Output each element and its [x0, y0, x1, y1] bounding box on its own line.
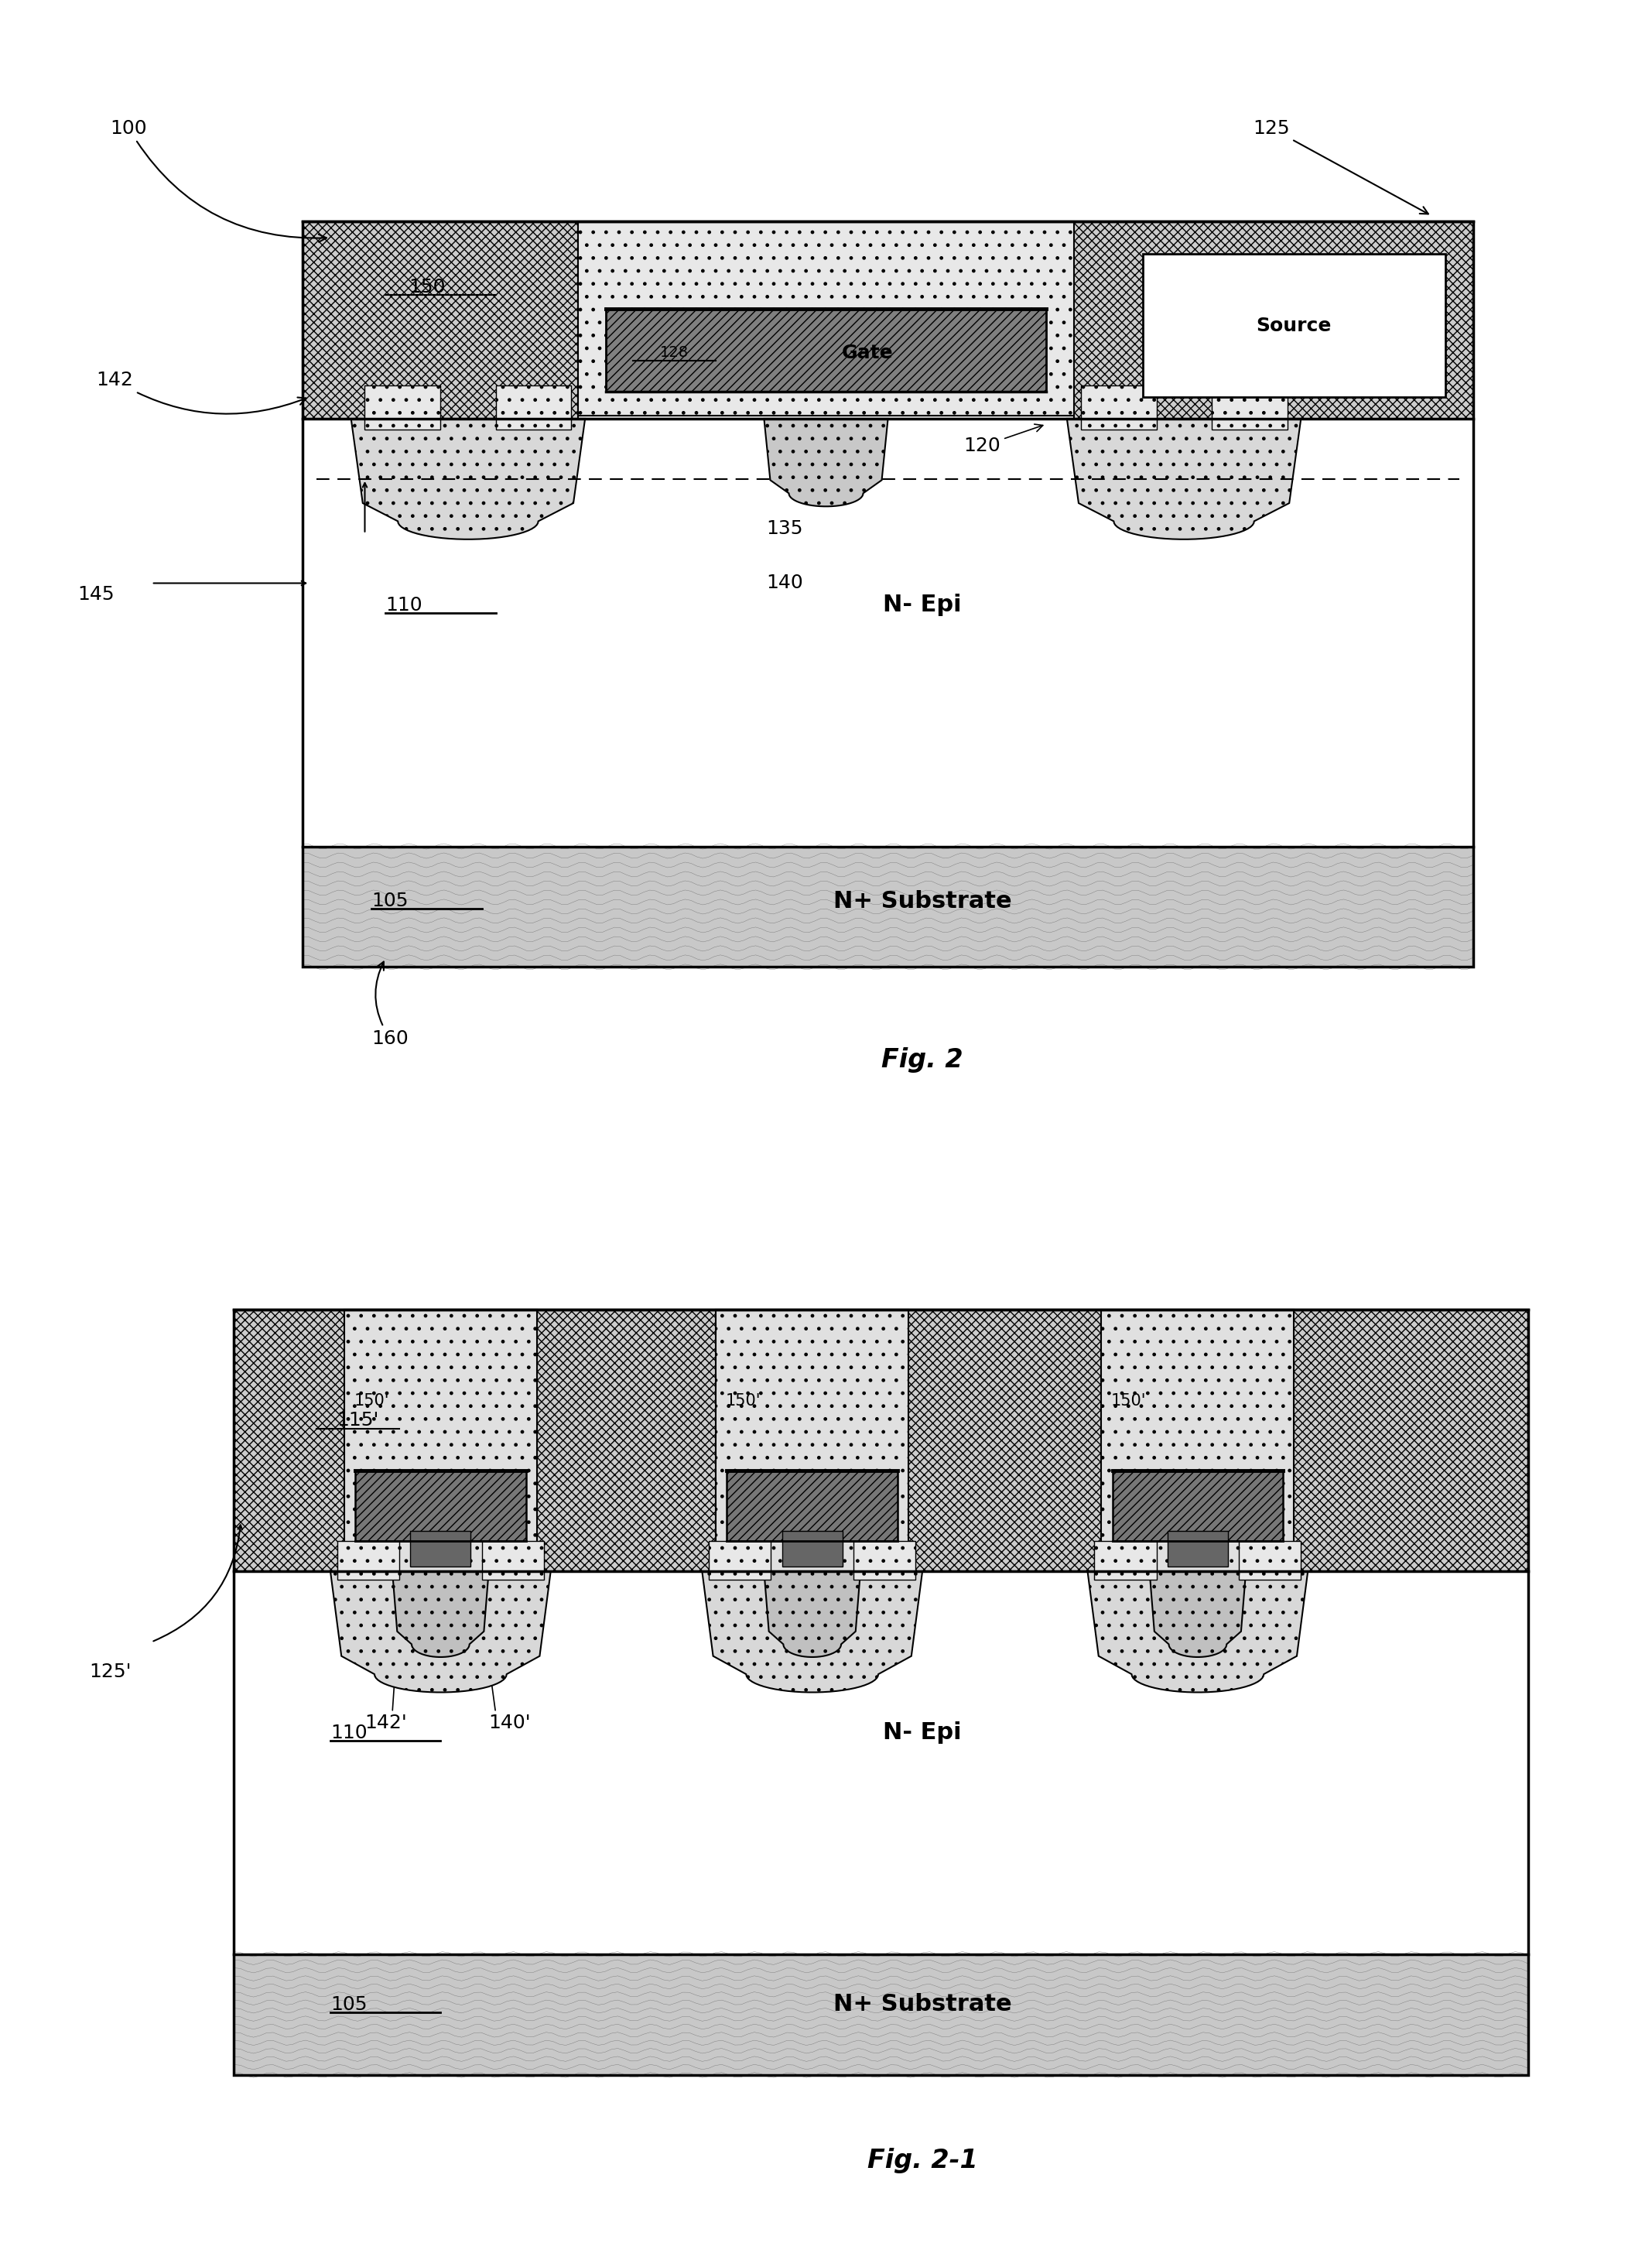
Bar — [410, 1532, 471, 1566]
Polygon shape — [1067, 419, 1302, 538]
Bar — [302, 222, 1474, 967]
Bar — [235, 1954, 1528, 2075]
Text: N+ Substrate: N+ Substrate — [833, 1994, 1011, 2016]
Bar — [854, 1541, 915, 1579]
Bar — [727, 1471, 897, 1541]
Bar — [302, 222, 1474, 419]
Bar — [1080, 386, 1156, 431]
Polygon shape — [702, 1572, 922, 1691]
Bar — [715, 1310, 909, 1572]
Text: Fig. 2-1: Fig. 2-1 — [867, 2149, 978, 2173]
Polygon shape — [765, 419, 889, 507]
Text: 120: 120 — [963, 424, 1042, 455]
Text: 125: 125 — [1252, 119, 1429, 213]
Bar — [302, 419, 1474, 846]
Bar — [1143, 253, 1446, 397]
Bar — [1211, 386, 1287, 431]
Bar — [302, 222, 1474, 419]
Bar — [344, 1310, 537, 1572]
Text: 142': 142' — [365, 1714, 406, 1732]
Bar — [235, 1572, 1528, 1954]
Polygon shape — [350, 419, 585, 538]
Text: N- Epi: N- Epi — [884, 1720, 961, 1743]
Text: Gate: Gate — [841, 343, 894, 361]
Text: N- Epi: N- Epi — [884, 594, 961, 617]
Text: 150': 150' — [1112, 1393, 1146, 1409]
Text: 115': 115' — [337, 1411, 378, 1429]
Text: 150': 150' — [725, 1393, 762, 1409]
Text: 100: 100 — [111, 119, 327, 242]
Bar — [496, 386, 572, 431]
Text: 128: 128 — [661, 345, 689, 361]
Text: 160: 160 — [372, 962, 408, 1047]
Text: 130': 130' — [443, 1599, 497, 1676]
Bar — [709, 1541, 771, 1579]
Polygon shape — [1150, 1572, 1246, 1658]
Bar — [302, 846, 1474, 967]
Polygon shape — [765, 1572, 861, 1658]
Text: 105: 105 — [330, 1996, 367, 2014]
Text: Fig. 2: Fig. 2 — [882, 1047, 963, 1072]
Bar — [606, 310, 1046, 390]
Bar — [1239, 1541, 1302, 1579]
Bar — [235, 1310, 1528, 1572]
Text: 110: 110 — [385, 597, 423, 615]
Text: 140: 140 — [767, 574, 803, 592]
Bar — [482, 1541, 544, 1579]
Text: 150: 150 — [408, 278, 444, 296]
Text: 110: 110 — [330, 1723, 367, 1743]
Bar — [365, 386, 441, 431]
Bar — [1112, 1471, 1284, 1541]
Text: 135: 135 — [767, 518, 803, 538]
Bar — [781, 1532, 843, 1566]
Text: 125': 125' — [89, 1662, 131, 1682]
Text: Source: Source — [1257, 316, 1332, 334]
Bar — [355, 1471, 525, 1541]
Bar — [1168, 1532, 1227, 1566]
Bar — [578, 222, 1074, 419]
Polygon shape — [393, 1572, 489, 1658]
Text: 142: 142 — [96, 370, 306, 413]
Text: 145: 145 — [78, 585, 114, 603]
Bar — [1094, 1541, 1156, 1579]
Bar — [1102, 1310, 1294, 1572]
Polygon shape — [1087, 1572, 1308, 1691]
Text: 150': 150' — [354, 1393, 390, 1409]
Text: 105: 105 — [372, 893, 408, 911]
Text: 130: 130 — [798, 444, 836, 493]
Bar — [337, 1541, 400, 1579]
Bar — [235, 1310, 1528, 2075]
Text: 140': 140' — [489, 1714, 530, 1732]
Text: N+ Substrate: N+ Substrate — [833, 890, 1011, 913]
Polygon shape — [330, 1572, 550, 1691]
